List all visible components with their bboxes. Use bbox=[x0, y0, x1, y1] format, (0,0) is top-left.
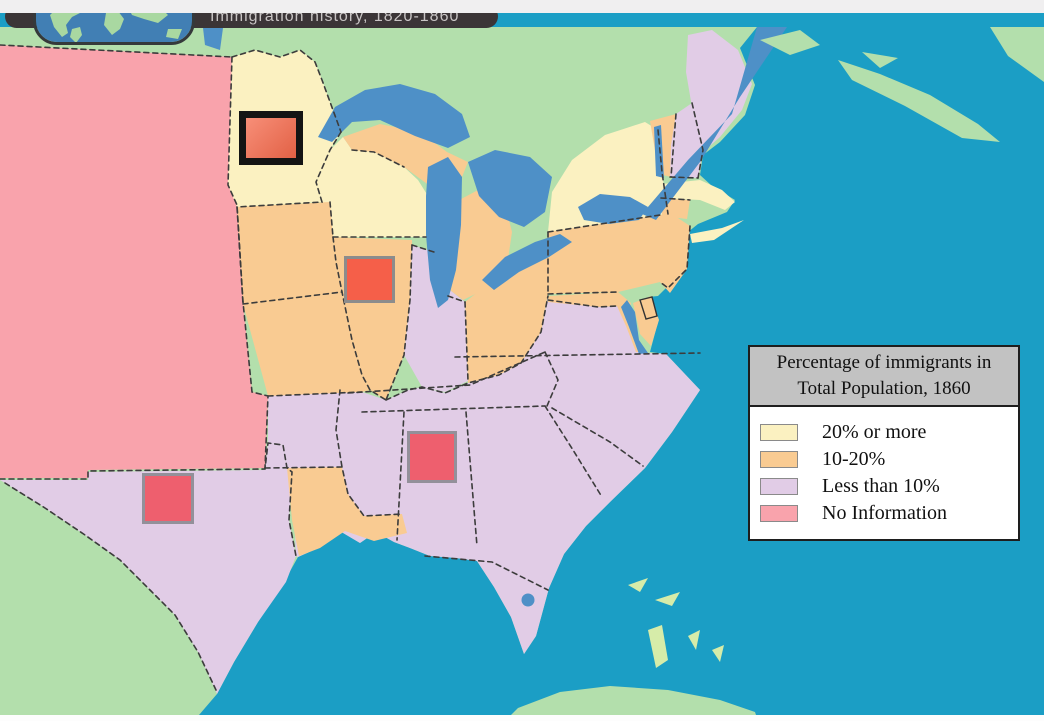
region-louisiana[interactable] bbox=[287, 467, 407, 556]
legend-title-line2: Total Population, 1860 bbox=[797, 378, 971, 399]
region-missouri[interactable] bbox=[243, 292, 370, 396]
lake-ontario bbox=[578, 194, 648, 224]
region-texas[interactable] bbox=[0, 443, 296, 694]
region-indiana[interactable] bbox=[404, 245, 468, 392]
logo-south-america bbox=[70, 27, 82, 42]
region-western-territories[interactable] bbox=[0, 45, 268, 478]
region-delmarva[interactable] bbox=[633, 296, 659, 346]
cuba bbox=[505, 686, 758, 721]
chesapeake-bay bbox=[621, 300, 648, 354]
region-ohio[interactable] bbox=[465, 252, 548, 383]
bahamas-3 bbox=[648, 625, 668, 668]
state-marker-alabama[interactable] bbox=[407, 431, 457, 483]
islands bbox=[505, 27, 1044, 721]
map-legend: Percentage of immigrants in Total Popula… bbox=[748, 345, 1020, 541]
bahamas-4 bbox=[688, 630, 700, 650]
region-delaware[interactable] bbox=[639, 296, 658, 320]
legend-label: Less than 10% bbox=[822, 475, 940, 497]
nova-scotia bbox=[838, 60, 1000, 142]
legend-swatch-no-info bbox=[760, 505, 798, 522]
lake-okeechobee bbox=[521, 593, 535, 607]
legend-swatch-10-20 bbox=[760, 451, 798, 468]
lake-superior bbox=[318, 84, 470, 148]
state-borders bbox=[0, 44, 704, 691]
logo-africa bbox=[104, 11, 124, 35]
bahamas-2 bbox=[655, 592, 680, 606]
lake-of-the-woods bbox=[203, 28, 223, 50]
lake-michigan bbox=[426, 157, 462, 308]
state-marker-minnesota[interactable] bbox=[239, 111, 303, 165]
legend-body: 20% or more 10-20% Less than 10% No Info… bbox=[750, 407, 1018, 539]
top-strip bbox=[0, 0, 1044, 13]
lake-erie bbox=[482, 234, 572, 290]
legend-title: Percentage of immigrants in Total Popula… bbox=[750, 347, 1018, 407]
st-lawrence-river bbox=[642, 27, 787, 220]
logo-australia bbox=[166, 29, 182, 39]
region-south-less10[interactable] bbox=[268, 296, 700, 654]
state-marker-illinois[interactable] bbox=[344, 256, 395, 303]
northeast-corner-land bbox=[990, 27, 1044, 82]
region-wisconsin[interactable] bbox=[316, 137, 428, 237]
legend-item: No Information bbox=[750, 500, 1018, 527]
region-maine[interactable] bbox=[686, 30, 752, 152]
region-long-island[interactable] bbox=[690, 220, 744, 243]
legend-label: 10-20% bbox=[822, 448, 886, 470]
region-new-jersey[interactable] bbox=[660, 236, 688, 293]
state-marker-texas[interactable] bbox=[142, 473, 194, 524]
gaspe-peninsula bbox=[760, 30, 820, 55]
great-lakes bbox=[203, 27, 787, 607]
legend-swatch-20-or-more bbox=[760, 424, 798, 441]
legend-title-line1: Percentage of immigrants in bbox=[776, 352, 992, 373]
region-iowa[interactable] bbox=[237, 202, 342, 304]
lake-champlain bbox=[654, 125, 664, 178]
legend-item: 20% or more bbox=[750, 419, 1018, 446]
prince-edward-island bbox=[862, 52, 898, 68]
region-pennsylvania[interactable] bbox=[548, 214, 690, 294]
legend-label: 20% or more bbox=[822, 421, 927, 443]
lake-huron bbox=[468, 150, 552, 227]
bahamas-1 bbox=[628, 578, 648, 592]
bottom-strip bbox=[0, 715, 1044, 721]
legend-swatch-less-10 bbox=[760, 478, 798, 495]
legend-item: Less than 10% bbox=[750, 473, 1018, 500]
legend-label: No Information bbox=[822, 502, 947, 524]
legend-item: 10-20% bbox=[750, 446, 1018, 473]
bahamas-5 bbox=[712, 645, 724, 662]
logo-north-america bbox=[50, 7, 80, 37]
